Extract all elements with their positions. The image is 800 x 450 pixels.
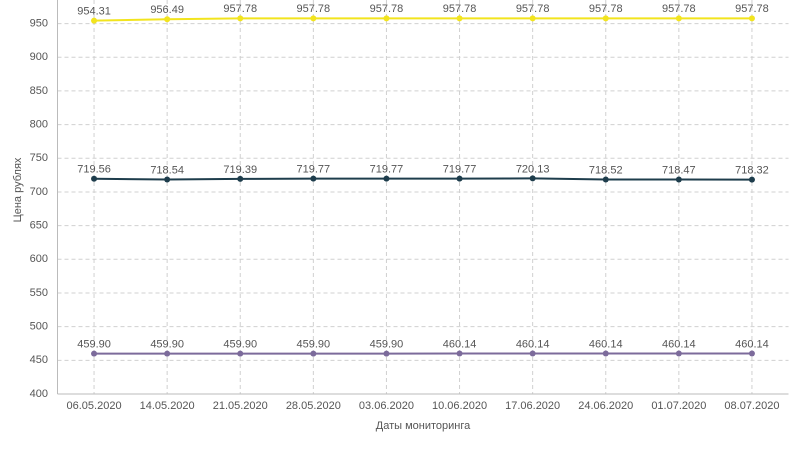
y-tick-label: 550 bbox=[30, 287, 48, 299]
series-line bbox=[94, 177, 752, 181]
x-tick-label: 06.05.2020 bbox=[67, 400, 122, 412]
data-label: 720.13 bbox=[516, 163, 550, 175]
x-axis-title: Даты мониторинга bbox=[376, 420, 471, 432]
data-point bbox=[383, 350, 390, 357]
data-label: 954.31 bbox=[77, 6, 111, 18]
data-point bbox=[748, 176, 755, 183]
data-point bbox=[748, 350, 755, 357]
data-point bbox=[164, 176, 171, 183]
data-point bbox=[91, 17, 98, 24]
data-label: 460.14 bbox=[662, 338, 696, 350]
data-label: 719.39 bbox=[223, 164, 257, 176]
y-tick-label: 900 bbox=[30, 51, 48, 63]
data-point bbox=[164, 16, 171, 23]
y-tick-label: 650 bbox=[30, 220, 48, 232]
data-point bbox=[383, 175, 390, 182]
data-label: 459.90 bbox=[223, 339, 257, 351]
x-tick-label: 14.05.2020 bbox=[140, 400, 195, 412]
x-tick-label: 03.06.2020 bbox=[359, 400, 414, 412]
data-label: 459.90 bbox=[150, 339, 184, 351]
data-point bbox=[602, 15, 609, 22]
y-tick-label: 450 bbox=[30, 354, 48, 366]
data-label: 957.78 bbox=[297, 3, 331, 15]
data-label: 956.49 bbox=[150, 4, 184, 16]
data-label: 957.78 bbox=[223, 3, 257, 15]
data-label: 460.14 bbox=[516, 338, 550, 350]
data-label: 957.78 bbox=[443, 3, 477, 15]
data-point bbox=[529, 350, 536, 357]
data-label: 719.77 bbox=[370, 164, 404, 176]
data-point bbox=[456, 175, 463, 182]
data-point bbox=[310, 350, 317, 357]
x-tick-label: 21.05.2020 bbox=[213, 400, 268, 412]
data-point bbox=[675, 350, 682, 357]
data-point bbox=[675, 176, 682, 183]
x-tick-label: 28.05.2020 bbox=[286, 400, 341, 412]
x-tick-label: 17.06.2020 bbox=[505, 400, 560, 412]
data-point bbox=[529, 15, 536, 22]
series-line bbox=[94, 17, 752, 22]
data-point bbox=[310, 15, 317, 22]
y-tick-label: 800 bbox=[30, 119, 48, 131]
data-point bbox=[237, 350, 244, 357]
x-tick-label: 08.07.2020 bbox=[724, 400, 779, 412]
data-label: 957.78 bbox=[735, 3, 769, 15]
data-point bbox=[675, 15, 682, 22]
data-label: 957.78 bbox=[516, 3, 550, 15]
x-tick-label: 10.06.2020 bbox=[432, 400, 487, 412]
data-label: 718.54 bbox=[150, 164, 184, 176]
y-tick-label: 850 bbox=[30, 85, 48, 97]
data-label: 460.14 bbox=[589, 338, 623, 350]
y-tick-label: 700 bbox=[30, 186, 48, 198]
y-tick-label: 600 bbox=[30, 253, 48, 265]
data-label: 459.90 bbox=[77, 339, 111, 351]
data-label: 718.32 bbox=[735, 165, 769, 177]
x-tick-label: 01.07.2020 bbox=[651, 400, 706, 412]
data-point bbox=[748, 15, 755, 22]
data-point bbox=[383, 15, 390, 22]
data-label: 719.77 bbox=[443, 164, 477, 176]
data-point bbox=[91, 175, 98, 182]
data-point bbox=[91, 350, 98, 357]
data-label: 459.90 bbox=[297, 339, 331, 351]
data-label: 459.90 bbox=[370, 339, 404, 351]
data-point bbox=[310, 175, 317, 182]
y-tick-label: 950 bbox=[30, 17, 48, 29]
data-label: 719.56 bbox=[77, 164, 111, 176]
data-label: 957.78 bbox=[589, 3, 623, 15]
y-tick-label: 400 bbox=[30, 388, 48, 400]
x-tick-label: 24.06.2020 bbox=[578, 400, 633, 412]
data-point bbox=[602, 350, 609, 357]
data-label: 957.78 bbox=[370, 3, 404, 15]
data-point bbox=[602, 176, 609, 183]
data-point bbox=[237, 15, 244, 22]
data-point bbox=[237, 175, 244, 182]
data-label: 718.52 bbox=[589, 164, 623, 176]
y-tick-label: 500 bbox=[30, 321, 48, 333]
data-point bbox=[456, 350, 463, 357]
data-label: 460.14 bbox=[443, 338, 477, 350]
data-label: 719.77 bbox=[297, 164, 331, 176]
data-label: 957.78 bbox=[662, 3, 696, 15]
y-tick-label: 750 bbox=[30, 152, 48, 164]
data-point bbox=[456, 15, 463, 22]
data-label: 718.47 bbox=[662, 164, 696, 176]
data-point bbox=[164, 350, 171, 357]
data-label: 460.14 bbox=[735, 338, 769, 350]
y-axis-title: Цена рублях bbox=[12, 157, 24, 222]
data-point bbox=[529, 175, 536, 182]
